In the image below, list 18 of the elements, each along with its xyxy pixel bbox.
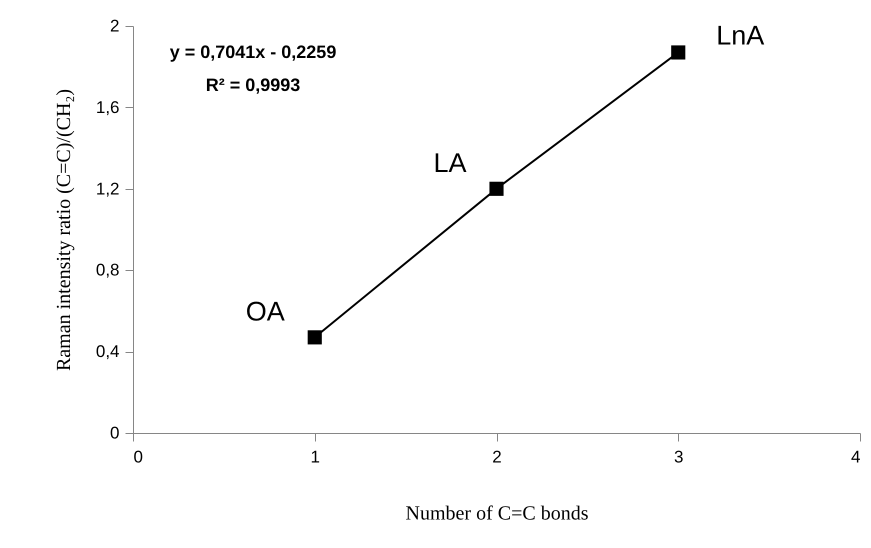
y-axis-title: Raman intensity ratio (C=C)/(CH₂): [52, 88, 75, 372]
x-tick-label: 1: [310, 448, 320, 466]
x-tick-label: 2: [492, 448, 502, 466]
annotation: OA: [246, 296, 285, 326]
annotation: LA: [433, 148, 466, 178]
annotation: R² = 0,9993: [206, 75, 300, 95]
y-tick-label: 0,4: [96, 342, 120, 362]
y-tick-label: 0,8: [96, 260, 120, 280]
y-tick-label: 1,2: [96, 179, 120, 198]
y-tick-label: 1,6: [96, 98, 120, 117]
x-axis-title: Number of C=C bonds: [406, 502, 589, 524]
annotation: LnA: [716, 20, 764, 50]
annotation: y = 0,7041x - 0,2259: [170, 42, 336, 62]
x-tick-label: 4: [851, 448, 860, 466]
y-tick-label: 0: [110, 424, 120, 442]
x-tick-label: 0: [134, 448, 143, 466]
x-tick-label: 3: [674, 448, 684, 466]
y-tick-label: 2: [110, 16, 120, 36]
